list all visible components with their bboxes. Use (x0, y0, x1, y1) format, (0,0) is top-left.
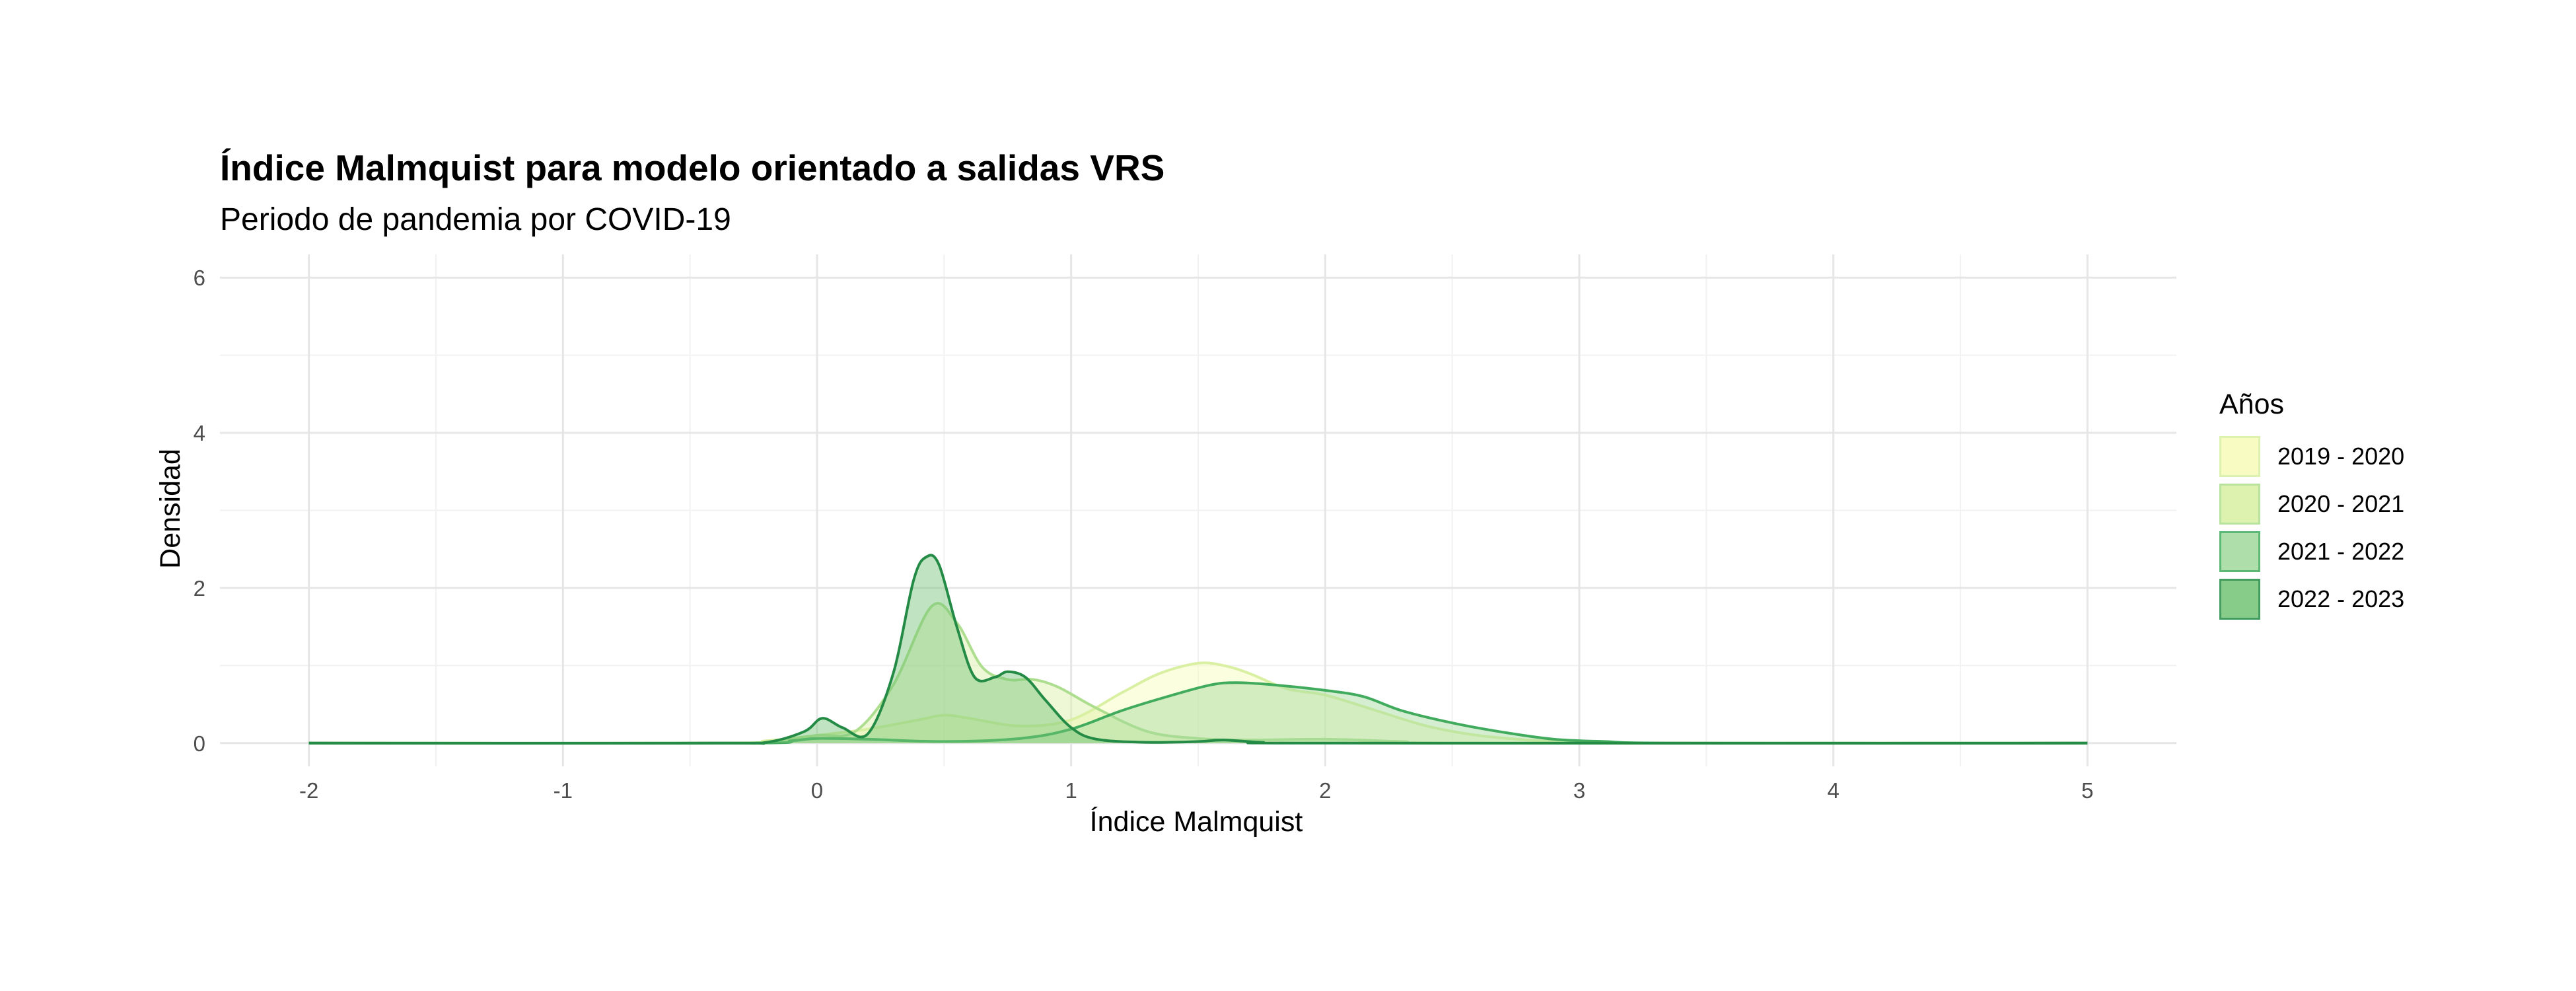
legend: Años 2019 - 2020 2020 - 2021 2021 - 2022 20… (2219, 388, 2404, 623)
legend-swatch (2219, 484, 2260, 525)
density-series (308, 554, 2088, 745)
x-tick-label: 1 (1065, 778, 1077, 803)
legend-swatch (2219, 531, 2260, 572)
minor-gridlines (220, 254, 2176, 766)
y-tick-label: 4 (194, 421, 205, 445)
density-line-2021-2022 (308, 681, 2088, 745)
x-tick-label: 0 (811, 778, 823, 803)
x-tick-label: 2 (1319, 778, 1331, 803)
legend-label: 2020 - 2021 (2277, 490, 2405, 517)
legend-label: 2021 - 2022 (2277, 538, 2405, 565)
x-tick-label: -2 (299, 778, 318, 803)
x-axis-ticks: -2 -1 0 1 2 3 4 5 (299, 778, 2094, 803)
y-tick-label: 6 (194, 266, 205, 290)
y-tick-label: 2 (194, 576, 205, 601)
legend-items: 2019 - 2020 2020 - 2021 2021 - 2022 2022 - … (2219, 433, 2404, 623)
x-tick-label: 4 (1828, 778, 1840, 803)
x-tick-label: 5 (2081, 778, 2093, 803)
legend-swatch (2219, 579, 2260, 620)
density-line-2022-2023 (308, 554, 2088, 745)
x-tick-label: -1 (554, 778, 573, 803)
legend-item: 2019 - 2020 (2219, 433, 2404, 480)
density-area-2019-2020 (308, 663, 2088, 744)
legend-label: 2022 - 2023 (2277, 585, 2405, 612)
chart-subtitle: Periodo de pandemia por COVID-19 (220, 202, 731, 237)
x-axis-title: Índice Malmquist (1090, 806, 1303, 838)
x-tick-label: 3 (1573, 778, 1585, 803)
legend-label: 2019 - 2020 (2277, 443, 2405, 470)
legend-title: Años (2219, 388, 2285, 420)
y-axis-title: Densidad (155, 449, 186, 569)
chart-title: Índice Malmquist para modelo orientado a… (220, 147, 1165, 188)
y-tick-label: 0 (194, 731, 205, 756)
density-area-2021-2022 (308, 682, 2088, 744)
y-axis-ticks: 0 2 4 6 (194, 266, 205, 756)
legend-item: 2022 - 2023 (2219, 575, 2404, 623)
legend-swatch (2219, 436, 2260, 477)
legend-item: 2020 - 2021 (2219, 480, 2404, 528)
legend-item: 2021 - 2022 (2219, 528, 2404, 575)
